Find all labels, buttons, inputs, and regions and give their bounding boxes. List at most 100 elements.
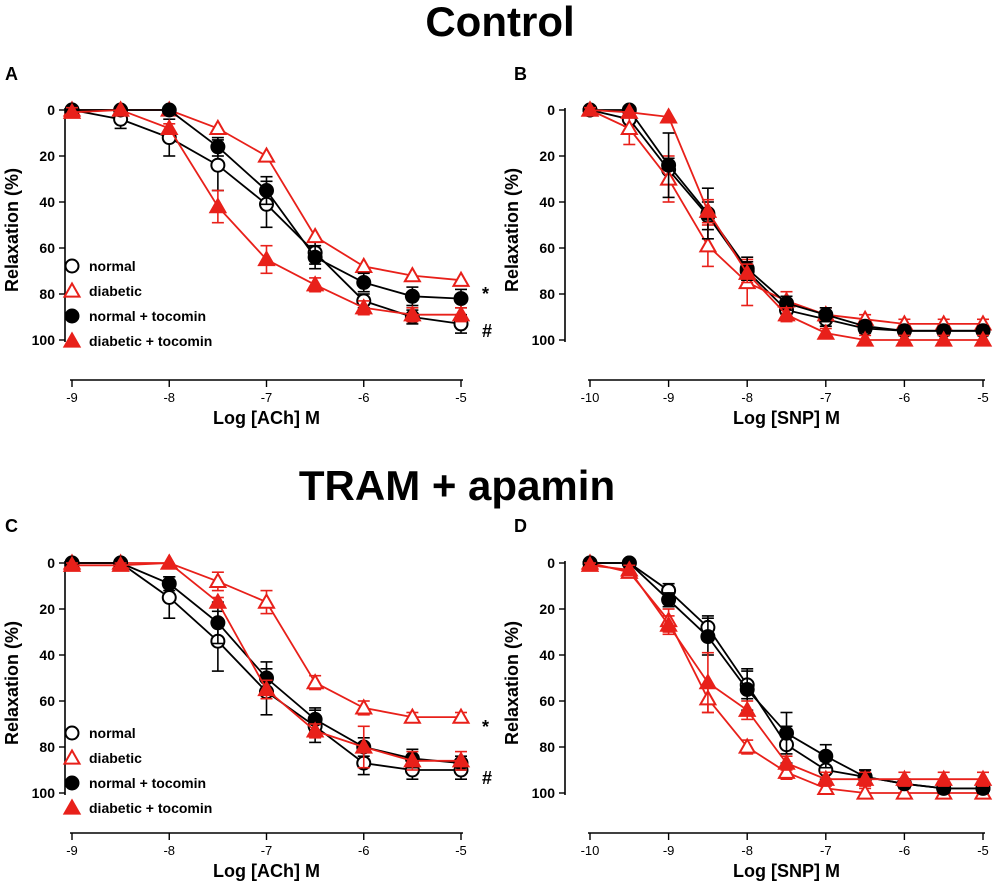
x-tick-label: -9 xyxy=(663,390,675,405)
data-point xyxy=(620,118,639,136)
panel-a: 0 20 40 60 80 100 Relaxation (%) -9 -8 -7 -6 -5 Log … xyxy=(2,100,492,428)
section-title-control: Control xyxy=(425,0,574,45)
y-tick-label: 100 xyxy=(532,332,556,348)
x-tick-label: -7 xyxy=(261,390,273,405)
significance-annotation: # xyxy=(482,321,492,341)
data-point xyxy=(777,753,796,770)
panel-label-b: B xyxy=(514,64,527,84)
y-tick-label: 100 xyxy=(532,785,556,801)
data-point xyxy=(305,721,325,738)
significance-annotation: * xyxy=(482,717,489,737)
x-tick-label: -10 xyxy=(581,843,600,858)
data-point xyxy=(451,751,471,768)
data-point xyxy=(161,590,177,605)
legend-marker xyxy=(62,748,82,765)
data-point xyxy=(257,146,276,163)
y-tick-label: 80 xyxy=(39,286,55,302)
data-point xyxy=(816,323,836,340)
x-tick-label: -10 xyxy=(581,390,600,405)
data-point xyxy=(855,330,875,347)
y-tick-label: 80 xyxy=(39,739,55,755)
data-point xyxy=(62,555,82,572)
panel-label-d: D xyxy=(514,516,527,536)
data-point xyxy=(620,560,639,577)
data-point xyxy=(210,615,226,631)
data-point xyxy=(855,783,875,800)
y-tick-label: 0 xyxy=(547,102,555,118)
series-diabetic-tocomin xyxy=(580,555,993,787)
x-tick-label: -9 xyxy=(66,390,78,405)
y-tick-label: 100 xyxy=(32,332,56,348)
data-point xyxy=(895,769,914,786)
data-point xyxy=(973,769,993,786)
x-axis-label: Log [SNP] M xyxy=(733,408,840,428)
legend-label: normal + tocomin xyxy=(89,775,206,791)
x-tick-label: -7 xyxy=(820,843,832,858)
y-tick-label: 20 xyxy=(39,148,55,164)
legend-label: normal xyxy=(89,258,136,274)
data-point xyxy=(210,157,226,173)
y-tick-label: 0 xyxy=(547,555,555,571)
x-tick-label: -6 xyxy=(899,843,911,858)
legend-label: diabetic + tocomin xyxy=(89,333,212,349)
data-point xyxy=(659,107,678,124)
x-tick-label: -5 xyxy=(977,843,989,858)
data-point xyxy=(354,256,373,274)
data-point xyxy=(737,263,757,280)
y-tick-label: 60 xyxy=(39,693,55,709)
data-point xyxy=(354,737,373,754)
y-tick-label: 40 xyxy=(39,194,55,210)
data-point xyxy=(451,305,471,322)
x-axis-label: Log [SNP] M xyxy=(733,861,840,881)
data-point xyxy=(934,330,953,347)
data-point xyxy=(356,275,372,290)
y-tick-label: 20 xyxy=(539,601,555,617)
legend-marker xyxy=(62,281,82,298)
data-point xyxy=(620,102,639,119)
x-tick-label: -8 xyxy=(741,843,753,858)
data-point xyxy=(739,682,755,697)
panel-d: 0 20 40 60 80 100 Relaxation (%) -10 -9 -8 -7 -6 -5 L… xyxy=(502,553,993,881)
data-point xyxy=(698,673,718,690)
y-axis-label: Relaxation (%) xyxy=(2,621,22,745)
y-tick-label: 80 xyxy=(539,739,555,755)
data-point xyxy=(305,275,325,292)
data-point xyxy=(111,100,130,117)
data-point xyxy=(257,679,276,697)
y-tick-label: 60 xyxy=(39,240,55,256)
x-tick-label: -6 xyxy=(358,843,370,858)
data-point xyxy=(698,201,718,218)
data-point xyxy=(818,748,834,764)
data-point xyxy=(855,769,875,786)
legend-marker xyxy=(64,308,80,324)
y-tick-label: 20 xyxy=(539,148,555,164)
data-point xyxy=(453,291,469,307)
legend-marker xyxy=(64,775,80,791)
data-point xyxy=(403,707,422,724)
y-axis-label: Relaxation (%) xyxy=(502,168,522,292)
data-point xyxy=(404,288,420,304)
data-point xyxy=(661,592,677,608)
x-tick-label: -7 xyxy=(820,390,832,405)
y-tick-label: 20 xyxy=(39,601,55,617)
data-point xyxy=(307,249,323,265)
panel-label-c: C xyxy=(5,516,18,536)
x-tick-label: -8 xyxy=(163,390,175,405)
data-point xyxy=(777,762,796,779)
legend-label: normal + tocomin xyxy=(89,308,206,324)
data-point xyxy=(259,183,274,198)
data-point xyxy=(161,576,177,592)
data-point xyxy=(895,330,914,347)
series-diabetic-tocomin xyxy=(580,100,993,347)
data-point xyxy=(208,197,228,214)
data-point xyxy=(403,305,422,322)
data-point xyxy=(354,298,373,315)
y-axis-label: Relaxation (%) xyxy=(2,168,22,292)
data-point xyxy=(62,102,82,119)
significance-annotation: # xyxy=(482,768,492,788)
series-diabetic-tocomin xyxy=(62,553,471,771)
legend-label: normal xyxy=(89,725,136,741)
data-point xyxy=(737,737,757,754)
data-point xyxy=(895,783,914,800)
